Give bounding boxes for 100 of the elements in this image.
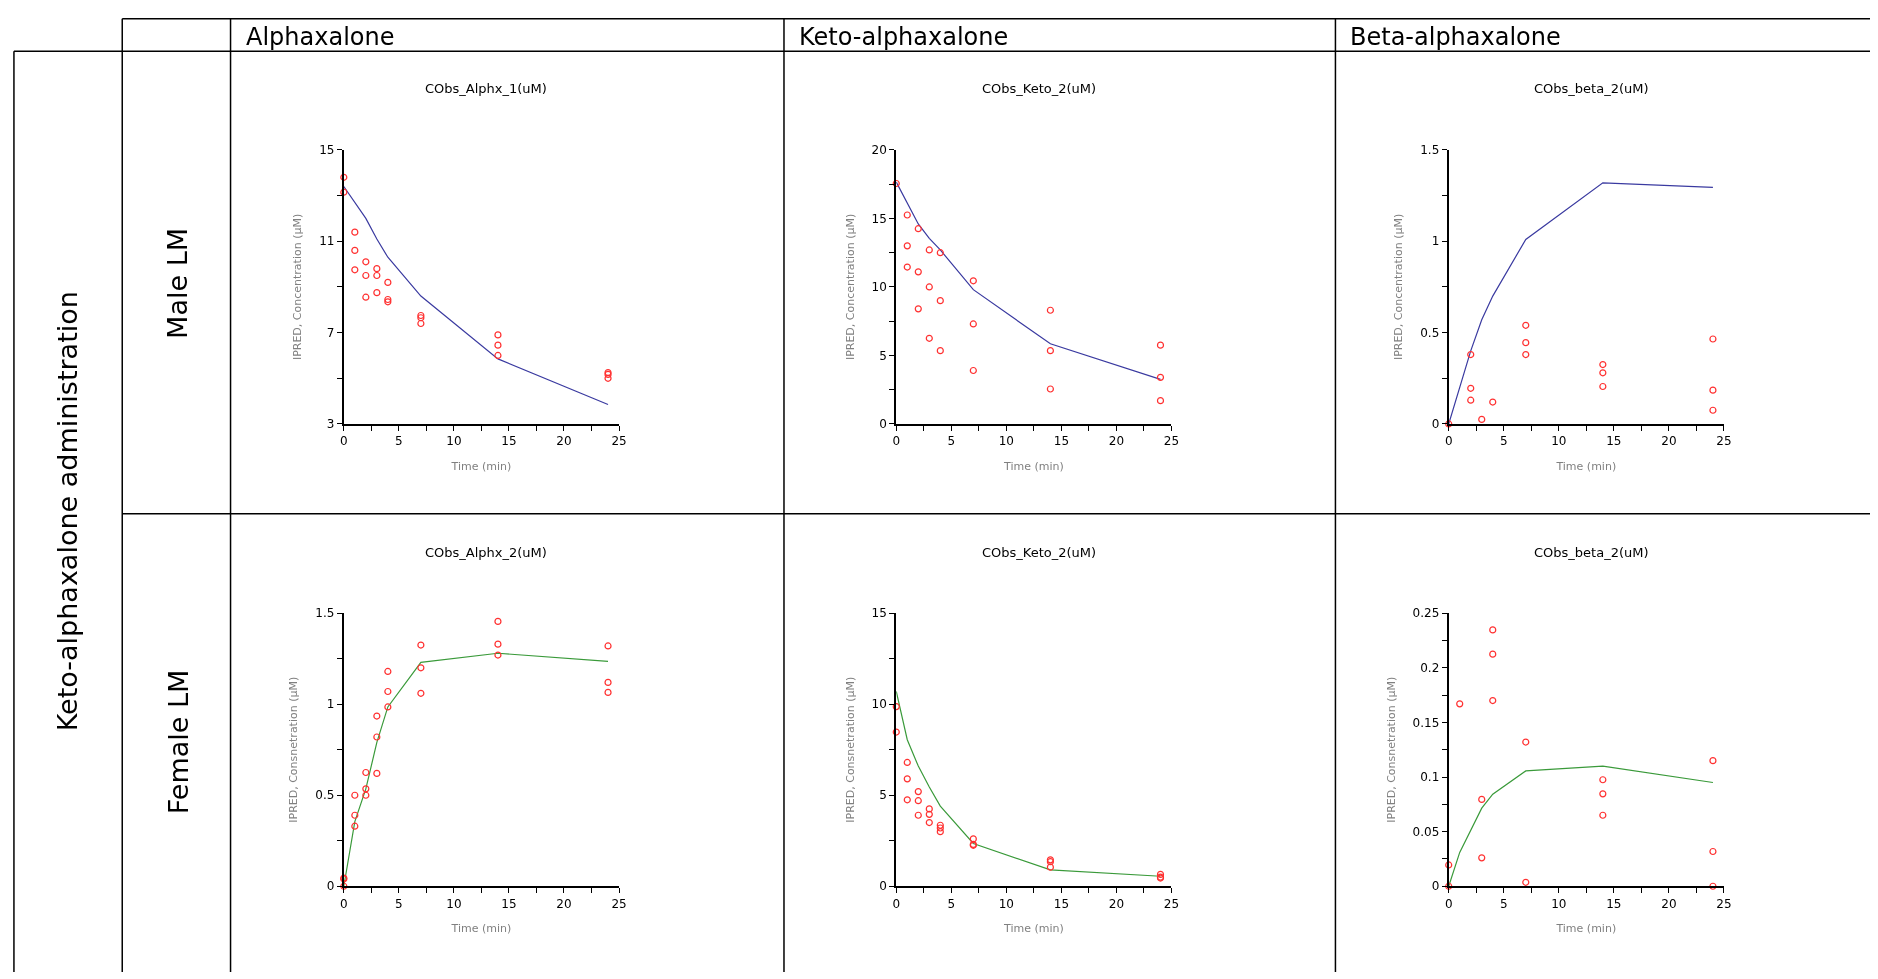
- point: [892, 179, 900, 188]
- point: [1467, 384, 1475, 392]
- point: [1489, 696, 1497, 705]
- point: [373, 271, 381, 280]
- point: [925, 283, 933, 291]
- x-tick-label: 5: [395, 896, 403, 911]
- point: [362, 768, 370, 777]
- y-tick-label: 0.5: [315, 788, 335, 803]
- x-tick-label: 5: [1499, 434, 1508, 449]
- point: [1709, 335, 1717, 343]
- x-tick-label: 5: [395, 434, 403, 449]
- point: [936, 828, 944, 836]
- point: [340, 188, 348, 196]
- point: [1599, 369, 1607, 377]
- point: [384, 298, 392, 306]
- x-axis-title: Time (min): [450, 922, 512, 936]
- point: [1156, 373, 1165, 381]
- point: [936, 249, 944, 257]
- point: [1046, 863, 1054, 871]
- point: [351, 791, 359, 799]
- y-tick-label: 0.25: [1412, 606, 1440, 621]
- point: [494, 640, 502, 648]
- point: [417, 311, 425, 320]
- point: [892, 702, 900, 711]
- point: [351, 228, 359, 236]
- chart-title: CObs_Keto_2(uM): [982, 545, 1097, 560]
- point: [914, 305, 922, 313]
- point: [1478, 795, 1486, 804]
- x-tick-label: 20: [1108, 896, 1125, 911]
- point: [969, 277, 977, 285]
- x-tick-label: 25: [1163, 896, 1180, 911]
- y-axis-title: IPRED, Consnetration (μM): [843, 676, 857, 823]
- point: [903, 796, 911, 804]
- chart-title: CObs_beta_2(uM): [1534, 545, 1649, 560]
- x-tick-label: 15: [1606, 896, 1622, 911]
- point: [362, 293, 370, 301]
- x-tick-label: 15: [1606, 434, 1622, 449]
- point: [903, 758, 911, 767]
- point: [1709, 386, 1717, 394]
- point: [936, 347, 944, 355]
- point: [1478, 854, 1486, 862]
- point: [936, 821, 944, 829]
- point: [1522, 878, 1530, 886]
- text: Keto-alphaxalone: [799, 23, 1009, 51]
- point: [1709, 406, 1717, 414]
- point: [1599, 360, 1607, 369]
- point: [417, 319, 425, 328]
- point: [1046, 347, 1054, 355]
- point: [373, 769, 381, 777]
- text: Keto-alphaxalone administration: [51, 291, 83, 732]
- point: [494, 341, 502, 349]
- point: [925, 805, 933, 813]
- point: [1467, 350, 1475, 359]
- y-axis-title: IPRED, Concentration (μM): [291, 213, 305, 361]
- point: [1522, 339, 1530, 347]
- point: [1489, 650, 1497, 658]
- point: [925, 246, 933, 254]
- point: [373, 733, 381, 741]
- point: [373, 712, 381, 720]
- point: [1522, 321, 1530, 329]
- chart-title: CObs_Alphx_2(uM): [425, 545, 547, 560]
- point: [925, 818, 933, 827]
- point: [351, 811, 359, 819]
- x-tick-label: 20: [556, 896, 572, 911]
- y-tick-label: 5: [879, 788, 887, 803]
- point: [936, 297, 944, 305]
- point: [1456, 700, 1464, 708]
- x-tick-label: 0: [339, 896, 348, 911]
- y-tick-label: 10: [871, 280, 887, 295]
- point: [903, 211, 911, 219]
- point: [969, 835, 977, 843]
- text: Male LM: [161, 228, 193, 339]
- point: [1156, 397, 1165, 405]
- y-tick-label: 0: [1431, 417, 1440, 432]
- x-tick-label: 10: [1551, 896, 1567, 911]
- y-tick-label: 3: [326, 417, 335, 432]
- point: [1599, 811, 1607, 819]
- point: [351, 822, 359, 830]
- x-tick-label: 20: [556, 434, 572, 449]
- y-axis-title: IPRED, Consnetration (μM): [287, 676, 301, 823]
- x-tick-label: 25: [1716, 434, 1732, 449]
- point: [417, 641, 425, 649]
- x-axis-title: Time (min): [1003, 460, 1064, 474]
- point: [1709, 757, 1717, 765]
- y-tick-label: 5: [879, 348, 887, 363]
- point: [1599, 776, 1607, 784]
- point: [362, 791, 370, 799]
- x-axis-title: Time (min): [1555, 460, 1617, 474]
- point: [1445, 882, 1453, 890]
- y-tick-label: 10: [871, 697, 887, 712]
- point: [914, 225, 922, 233]
- point: [1046, 306, 1054, 314]
- y-tick-label: 0: [1431, 879, 1440, 894]
- point: [1156, 870, 1165, 879]
- point: [903, 263, 911, 271]
- point: [494, 351, 502, 360]
- y-tick-label: 0.2: [1420, 661, 1440, 676]
- text: Beta-alphaxalone: [1350, 23, 1561, 51]
- y-tick-label: 0: [326, 879, 335, 894]
- point: [604, 678, 612, 686]
